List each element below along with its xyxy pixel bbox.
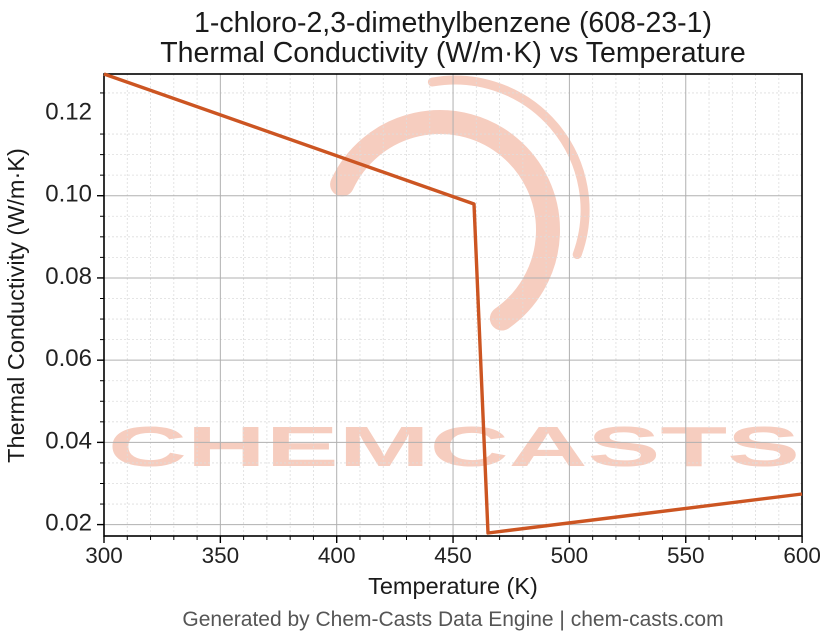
- svg-text:300: 300: [85, 543, 123, 568]
- svg-text:450: 450: [434, 543, 472, 568]
- svg-text:0.02: 0.02: [45, 510, 92, 537]
- svg-text:350: 350: [202, 543, 240, 568]
- svg-text:550: 550: [667, 543, 705, 568]
- svg-text:0.08: 0.08: [45, 263, 92, 290]
- svg-text:0.10: 0.10: [45, 181, 92, 208]
- svg-text:0.04: 0.04: [45, 427, 92, 454]
- svg-text:500: 500: [551, 543, 589, 568]
- svg-text:0.12: 0.12: [45, 99, 92, 126]
- svg-text:400: 400: [318, 543, 356, 568]
- svg-text:0.06: 0.06: [45, 345, 92, 372]
- svg-text:CHEMCASTS: CHEMCASTS: [108, 415, 800, 479]
- svg-text:600: 600: [783, 543, 821, 568]
